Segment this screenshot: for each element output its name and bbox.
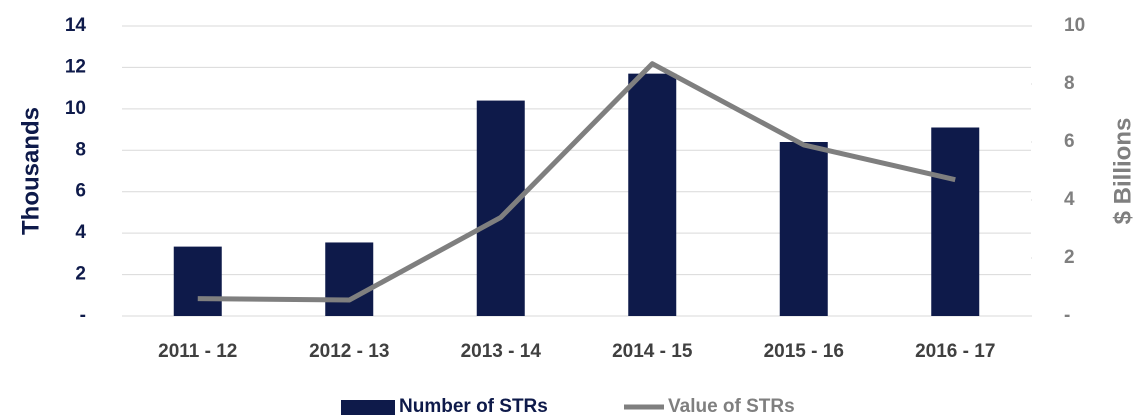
y2-tick-label: 8 [1064, 73, 1075, 94]
bar [628, 73, 677, 317]
y-axis-title: Thousands [17, 107, 44, 235]
legend-swatch [341, 400, 395, 415]
x-tick-label: 2014 - 15 [612, 341, 693, 362]
bar [931, 127, 980, 316]
bar [173, 246, 222, 316]
y-tick-label: - [80, 305, 86, 326]
x-tick-label: 2013 - 14 [461, 341, 542, 362]
y2-tick-label: 6 [1064, 131, 1075, 152]
y2-tick-label: 2 [1064, 247, 1075, 268]
y-tick-label: 10 [65, 98, 86, 119]
y-tick-label: 12 [65, 56, 86, 77]
x-tick-label: 2012 - 13 [309, 341, 389, 362]
y-tick-label: 6 [75, 181, 86, 202]
y-tick-label: 4 [75, 222, 86, 243]
bar [476, 100, 525, 316]
y2-axis-title: $ Billions [1109, 118, 1136, 225]
bar [325, 242, 374, 316]
y2-tick-label: - [1064, 305, 1070, 326]
bar [779, 142, 828, 316]
x-tick-label: 2011 - 12 [158, 341, 237, 362]
legend-label: Value of STRs [668, 396, 795, 415]
x-tick-label: 2015 - 16 [764, 341, 844, 362]
legend-label: Number of STRs [399, 396, 548, 415]
y-tick-label: 2 [75, 264, 86, 285]
line [197, 61, 956, 303]
y2-tick-label: 4 [1064, 189, 1075, 210]
y-tick-label: 8 [75, 139, 86, 160]
x-tick-label: 2016 - 17 [915, 341, 995, 362]
y-tick-label: 14 [65, 15, 87, 36]
y2-tick-label: 10 [1064, 15, 1085, 36]
